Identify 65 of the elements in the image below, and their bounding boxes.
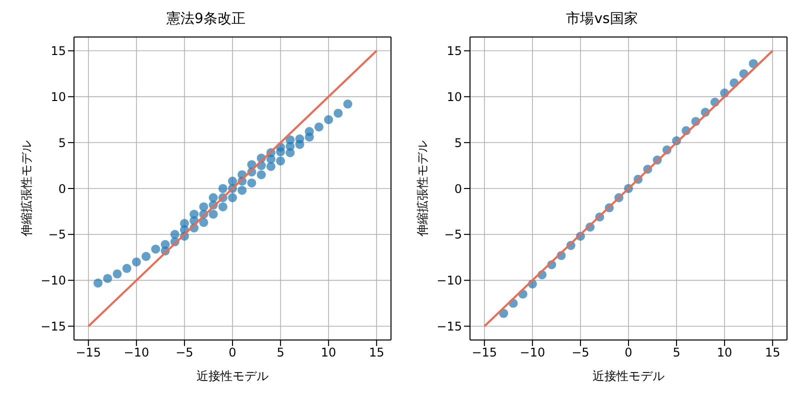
point — [218, 184, 228, 194]
point — [94, 278, 103, 288]
point — [132, 257, 141, 266]
point — [190, 210, 199, 219]
y-tick-label: −15 — [436, 319, 462, 334]
point — [304, 132, 314, 142]
point — [295, 140, 304, 149]
point — [218, 202, 228, 212]
y-tick-label: −15 — [40, 319, 66, 334]
point — [228, 176, 238, 186]
point — [103, 274, 112, 283]
x-axis-title: 近接性モデル — [196, 369, 268, 383]
y-tick-label: 5 — [454, 136, 462, 150]
point — [112, 269, 122, 278]
y-tick-label: −10 — [436, 274, 462, 288]
x-tick-label: 5 — [672, 346, 680, 360]
y-tick-label: 10 — [446, 90, 462, 104]
point — [334, 108, 343, 118]
point — [314, 122, 324, 132]
point — [208, 193, 218, 202]
y-tick-label: 5 — [58, 136, 66, 150]
y-tick-label: 0 — [58, 182, 66, 196]
y-tick-label: 10 — [50, 90, 66, 104]
x-tick-label: 15 — [764, 346, 780, 360]
chart-title: 憲法9条改正 — [166, 10, 246, 29]
point — [228, 193, 238, 202]
point — [199, 202, 208, 212]
point — [208, 210, 218, 219]
point — [343, 100, 352, 109]
y-tick-label: −10 — [40, 274, 66, 288]
chart-title: 市場vs国家 — [565, 10, 639, 29]
x-tick-label: 15 — [368, 346, 384, 360]
y-axis-title: 伸縮拡張性モデル — [19, 140, 34, 238]
point — [247, 178, 256, 188]
point — [142, 252, 151, 261]
point — [276, 156, 286, 166]
point — [286, 135, 295, 144]
point — [122, 264, 132, 273]
x-tick-label: 10 — [320, 346, 336, 360]
point — [199, 218, 208, 227]
y-axis-title: 伸縮拡張性モデル — [415, 140, 430, 238]
y-tick-label: 15 — [50, 44, 66, 58]
x-tick-label: −10 — [124, 346, 150, 360]
point — [266, 162, 276, 171]
x-tick-label: −5 — [572, 346, 590, 360]
x-tick-label: 10 — [716, 346, 732, 360]
x-tick-label: −15 — [76, 346, 102, 360]
y-tick-label: 15 — [446, 44, 462, 58]
x-tick-label: 0 — [228, 346, 236, 360]
y-tick-label: −5 — [444, 228, 462, 242]
x-tick-label: 5 — [276, 346, 284, 360]
x-tick-label: −15 — [472, 346, 498, 360]
point — [151, 244, 160, 254]
point — [180, 218, 189, 228]
point — [256, 170, 266, 180]
point — [170, 230, 180, 239]
y-tick-label: −5 — [48, 228, 66, 242]
point — [324, 115, 334, 124]
point — [286, 148, 295, 158]
point — [238, 186, 247, 195]
x-tick-label: −10 — [520, 346, 546, 360]
y-tick-label: 0 — [454, 182, 462, 196]
x-tick-label: 0 — [624, 346, 632, 360]
x-axis-title: 近接性モデル — [592, 369, 664, 383]
x-tick-label: −5 — [176, 346, 194, 360]
